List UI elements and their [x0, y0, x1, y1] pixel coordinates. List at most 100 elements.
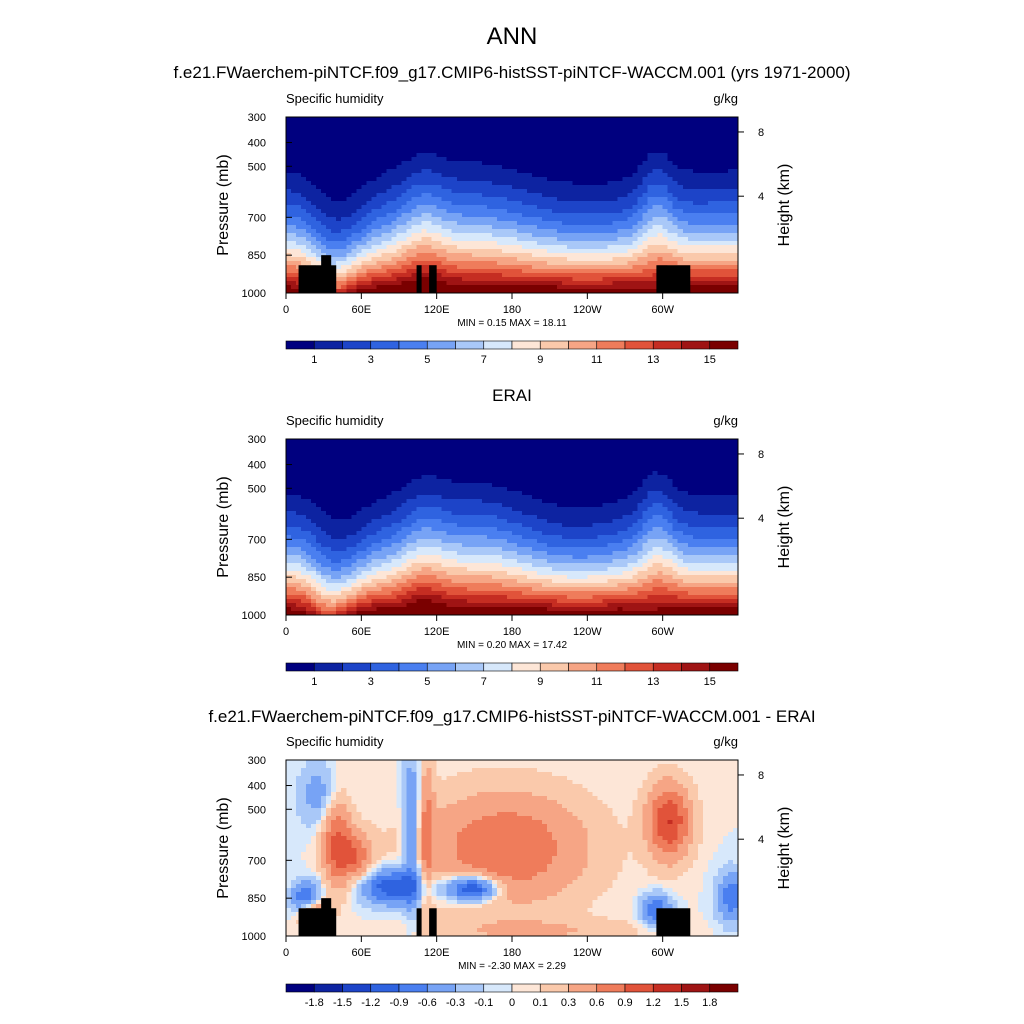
contour-cell	[577, 229, 583, 234]
contour-cell	[717, 277, 724, 282]
contour-cell	[692, 209, 699, 214]
contour-cell	[662, 205, 669, 210]
contour-cell	[567, 145, 573, 150]
contour-cell	[391, 443, 398, 448]
contour-cell	[532, 443, 538, 448]
contour-cell	[662, 133, 669, 138]
contour-cell	[612, 233, 619, 238]
contour-cell	[441, 273, 448, 278]
contour-cell	[537, 471, 543, 476]
contour-cell	[532, 161, 538, 166]
contour-cell	[717, 225, 724, 230]
contour-cell	[627, 257, 634, 262]
contour-cell	[597, 245, 603, 250]
contour-cell	[351, 121, 357, 126]
contour-cell	[426, 455, 433, 460]
contour-cell	[702, 265, 709, 270]
contour-cell	[486, 249, 493, 254]
contour-cell	[436, 121, 443, 126]
contour-cell	[326, 197, 332, 202]
contour-cell	[481, 233, 488, 238]
contour-cell	[722, 125, 729, 130]
contour-cell	[627, 161, 634, 166]
contour-cell	[667, 237, 674, 242]
contour-cell	[537, 161, 543, 166]
contour-cell	[506, 261, 513, 266]
contour-cell	[471, 467, 478, 472]
contour-cell	[421, 189, 428, 194]
contour-cell	[501, 463, 508, 468]
contour-cell	[682, 237, 689, 242]
contour-cell	[451, 439, 458, 444]
contour-cell	[552, 125, 558, 130]
contour-cell	[496, 197, 503, 202]
contour-cell	[451, 221, 458, 226]
contour-cell	[552, 185, 558, 190]
contour-cell	[612, 157, 619, 162]
contour-cell	[617, 237, 624, 242]
contour-cell	[622, 455, 629, 460]
contour-cell	[592, 149, 598, 154]
contour-cell	[647, 471, 654, 476]
contour-cell	[577, 289, 583, 294]
contour-cell	[652, 257, 659, 262]
contour-cell	[547, 463, 553, 468]
contour-cell	[296, 177, 302, 182]
contour-cell	[306, 237, 312, 242]
contour-cell	[637, 213, 644, 218]
contour-cell	[481, 173, 488, 178]
contour-cell	[361, 185, 367, 190]
contour-cell	[592, 245, 598, 250]
contour-cell	[657, 209, 664, 214]
contour-cell	[471, 133, 478, 138]
contour-cell	[637, 145, 644, 150]
contour-cell	[441, 443, 448, 448]
contour-cell	[727, 149, 734, 154]
contour-cell	[441, 245, 448, 250]
contour-cell	[607, 217, 614, 222]
contour-cell	[506, 443, 513, 448]
contour-cell	[517, 149, 523, 154]
contour-cell	[597, 129, 603, 134]
contour-cell	[336, 141, 342, 146]
contour-cell	[692, 257, 699, 262]
contour-cell	[682, 205, 689, 210]
contour-cell	[667, 245, 674, 250]
contour-cell	[642, 475, 649, 480]
contour-cell	[727, 289, 734, 294]
contour-cell	[386, 153, 393, 158]
contour-cell	[361, 165, 367, 170]
contour-cell	[597, 157, 603, 162]
contour-cell	[431, 129, 438, 134]
contour-cell	[672, 241, 679, 246]
contour-cell	[652, 285, 659, 290]
contour-cell	[632, 177, 639, 182]
contour-cell	[446, 241, 453, 246]
contour-cell	[652, 237, 659, 242]
contour-cell	[451, 157, 458, 162]
contour-cell	[401, 467, 408, 472]
contour-cell	[296, 189, 302, 194]
contour-cell	[461, 181, 468, 186]
contour-cell	[396, 241, 403, 246]
contour-cell	[682, 447, 689, 452]
contour-cell	[471, 289, 478, 294]
contour-cell	[466, 225, 473, 230]
contour-cell	[682, 459, 689, 464]
contour-cell	[351, 173, 357, 178]
contour-cell	[456, 193, 463, 198]
contour-cell	[326, 129, 332, 134]
contour-cell	[687, 257, 694, 262]
contour-cell	[426, 173, 433, 178]
contour-cell	[451, 197, 458, 202]
contour-cell	[366, 185, 372, 190]
contour-cell	[717, 189, 724, 194]
contour-cell	[672, 217, 679, 222]
contour-cell	[461, 463, 468, 468]
contour-cell	[446, 217, 453, 222]
contour-cell	[547, 185, 553, 190]
contour-cell	[286, 141, 292, 146]
contour-cell	[486, 141, 493, 146]
contour-cell	[461, 467, 468, 472]
contour-cell	[622, 185, 629, 190]
